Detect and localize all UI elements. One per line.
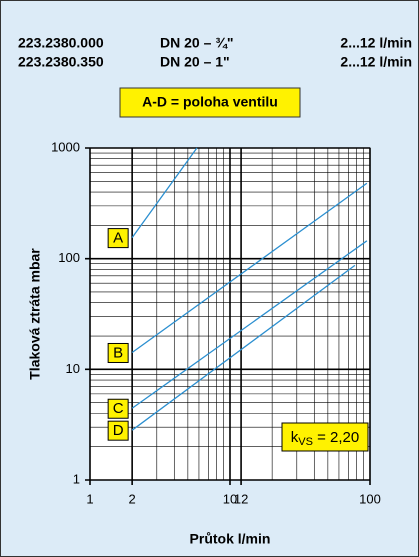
- note: A-D = poloha ventilu: [142, 94, 278, 110]
- annotation-sub: VS: [298, 436, 313, 448]
- y-tick-label: 1: [73, 471, 80, 486]
- annotation-rest: = 2,20: [313, 429, 359, 446]
- y-axis-label: Tlaková ztráta mbar: [27, 248, 43, 380]
- x-tick-label: 2: [129, 491, 136, 506]
- y-tick-label: 10: [66, 361, 80, 376]
- y-tick-label: 1000: [51, 139, 80, 154]
- x-tick-label: 1: [86, 491, 93, 506]
- x-tick-label: 100: [359, 491, 381, 506]
- annotation: kVS = 2,20: [291, 429, 359, 448]
- series-label: D: [113, 422, 124, 439]
- series-line: [131, 182, 368, 354]
- header-cell: DN 20 – ¾": [160, 35, 234, 51]
- annotation-k: k: [291, 429, 299, 446]
- x-tick-label: 12: [234, 491, 248, 506]
- series-label-box: [107, 420, 129, 441]
- note-box: [119, 87, 301, 118]
- header-cell: 2...12 l/min: [340, 54, 412, 70]
- header-cell: 223.2380.000: [18, 35, 104, 51]
- series-label: C: [113, 400, 124, 417]
- series-line: [131, 264, 356, 431]
- annotation-box: [281, 422, 369, 452]
- series-label-box: [107, 342, 129, 363]
- header-cell: 223.2380.350: [18, 54, 104, 70]
- x-axis-label: Průtok l/min: [190, 531, 271, 547]
- series-label: B: [113, 344, 123, 361]
- series-label: A: [113, 230, 123, 247]
- y-tick-label: 100: [58, 250, 80, 265]
- header-cell: DN 20 – 1": [160, 54, 230, 70]
- series-line: [131, 240, 368, 409]
- header-cell: 2...12 l/min: [340, 35, 412, 51]
- series-label-box: [107, 398, 129, 419]
- x-tick-label: 10: [223, 491, 237, 506]
- series-line: [131, 147, 198, 238]
- series-label-box: [107, 228, 129, 249]
